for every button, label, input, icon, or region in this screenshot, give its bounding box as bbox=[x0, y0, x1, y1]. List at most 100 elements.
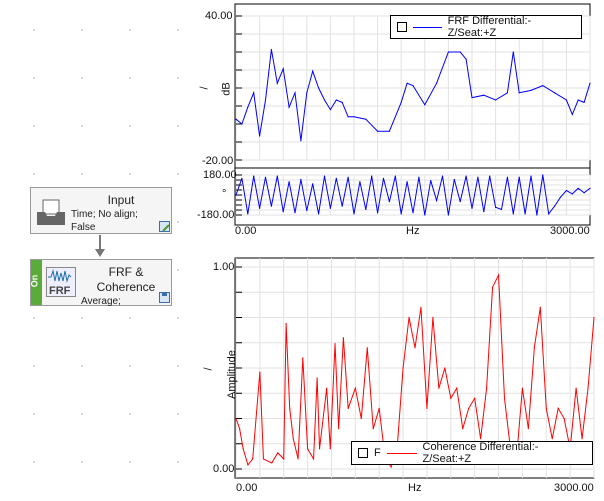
data-point bbox=[277, 452, 279, 454]
data-point bbox=[583, 101, 585, 103]
legend-checkbox[interactable] bbox=[397, 22, 407, 32]
data-point bbox=[253, 175, 255, 177]
data-point bbox=[424, 104, 426, 106]
data-point bbox=[554, 205, 556, 207]
data-point bbox=[300, 178, 302, 181]
data-point bbox=[583, 192, 585, 194]
status-on-badge[interactable]: On bbox=[29, 260, 42, 305]
data-point bbox=[474, 397, 476, 399]
data-point bbox=[495, 206, 497, 208]
data-point bbox=[300, 140, 302, 142]
frf-xlabel: Hz bbox=[406, 225, 420, 237]
coh-xtick-min: 0.00 bbox=[236, 482, 258, 494]
data-point bbox=[512, 51, 514, 53]
data-point bbox=[477, 176, 479, 178]
data-point bbox=[447, 51, 449, 53]
data-point bbox=[420, 306, 422, 308]
data-point bbox=[282, 68, 284, 70]
input-node[interactable]: Input Time; No align; False bbox=[30, 187, 172, 234]
coh-ylabel: Amplitude bbox=[226, 350, 238, 399]
data-point bbox=[253, 92, 255, 94]
data-point bbox=[430, 179, 432, 182]
data-point bbox=[557, 407, 559, 409]
data-point bbox=[241, 123, 243, 125]
frf-legend[interactable]: FRF Differential:-Z/Seat:+Z bbox=[390, 15, 582, 39]
mag-ytick-min: -20.00 bbox=[202, 155, 234, 167]
data-point bbox=[559, 196, 562, 198]
save-link-icon[interactable] bbox=[159, 221, 171, 233]
data-point bbox=[486, 387, 488, 389]
data-point bbox=[551, 438, 553, 440]
data-point bbox=[471, 97, 473, 99]
phase-ytick-min: -180.00 bbox=[197, 209, 235, 221]
data-point bbox=[371, 175, 373, 177]
data-point bbox=[377, 212, 379, 214]
data-point bbox=[262, 458, 265, 460]
mag-ylabel: dB bbox=[220, 82, 233, 96]
coherence-legend[interactable]: F Coherence Differential:-Z/Seat:+Z bbox=[351, 441, 593, 465]
save-icon[interactable] bbox=[159, 292, 171, 304]
data-point bbox=[521, 387, 524, 389]
mag-ylabel-prefix: / bbox=[198, 86, 211, 90]
data-point bbox=[288, 181, 290, 183]
data-point bbox=[354, 387, 356, 389]
data-point bbox=[252, 458, 254, 460]
data-point bbox=[524, 213, 526, 215]
coh-xlabel: Hz bbox=[408, 482, 422, 494]
legend-checkbox[interactable] bbox=[358, 448, 368, 458]
legend-line-swatch bbox=[412, 26, 442, 28]
data-point bbox=[536, 214, 538, 216]
data-point bbox=[312, 458, 315, 460]
frf-plot-frame bbox=[234, 3, 591, 226]
data-point bbox=[432, 316, 434, 319]
data-point bbox=[347, 407, 349, 409]
data-point bbox=[575, 387, 577, 389]
data-point bbox=[347, 176, 349, 178]
data-point bbox=[400, 101, 402, 103]
data-point bbox=[518, 176, 520, 178]
data-point bbox=[285, 322, 287, 325]
frf-xtick-max: 3000.00 bbox=[550, 225, 590, 237]
data-point bbox=[271, 462, 273, 464]
data-point bbox=[518, 92, 520, 94]
data-point bbox=[378, 407, 380, 409]
data-point bbox=[577, 187, 579, 189]
coh-ylabel-prefix: / bbox=[202, 367, 215, 371]
data-point bbox=[335, 177, 337, 179]
data-point bbox=[497, 274, 500, 276]
frf-node-title-1: FRF & bbox=[108, 265, 144, 279]
data-point bbox=[335, 99, 337, 101]
data-point bbox=[247, 106, 249, 108]
data-point bbox=[465, 175, 467, 177]
data-point bbox=[306, 92, 308, 94]
data-point bbox=[571, 193, 573, 195]
data-point bbox=[456, 387, 458, 389]
data-point bbox=[338, 428, 340, 430]
data-point bbox=[318, 213, 320, 215]
data-point bbox=[365, 208, 367, 211]
data-point bbox=[276, 82, 278, 84]
data-point bbox=[542, 85, 544, 87]
data-point bbox=[414, 347, 416, 349]
data-point bbox=[283, 458, 285, 460]
data-point bbox=[377, 130, 379, 132]
data-point bbox=[491, 286, 494, 288]
mag-ytick-max: 40.00 bbox=[205, 10, 233, 22]
data-point bbox=[259, 135, 261, 137]
data-point bbox=[341, 205, 343, 207]
data-point bbox=[294, 92, 296, 94]
data-point bbox=[436, 199, 438, 202]
data-point bbox=[530, 175, 532, 177]
data-point bbox=[563, 417, 565, 420]
frf-coherence-node[interactable]: On FRF FRF & Coherence Average; bbox=[29, 259, 172, 307]
data-point bbox=[577, 99, 579, 101]
data-point bbox=[533, 347, 535, 349]
data-point bbox=[483, 211, 485, 213]
data-point bbox=[318, 87, 320, 89]
input-node-line2: False bbox=[71, 222, 96, 233]
data-point bbox=[341, 101, 343, 103]
data-point bbox=[312, 70, 314, 72]
data-point bbox=[593, 316, 595, 319]
data-point bbox=[506, 92, 508, 94]
data-point bbox=[292, 438, 294, 440]
